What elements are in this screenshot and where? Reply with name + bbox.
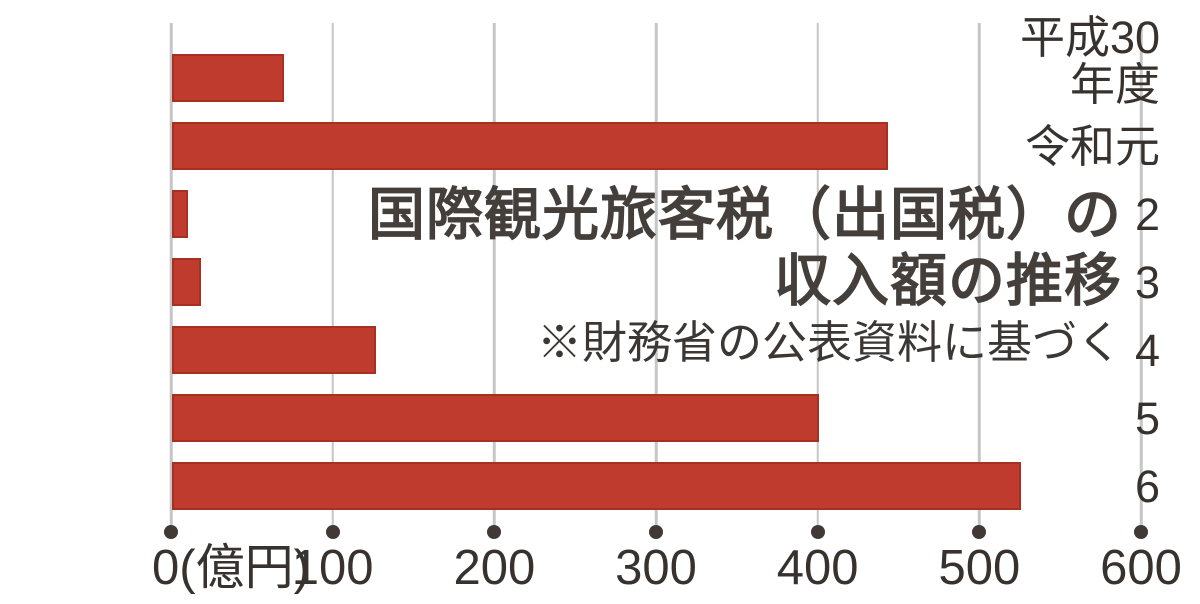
- chart-title-line2: 収入額の推移: [774, 249, 1122, 313]
- gridline-0: [169, 23, 173, 525]
- bar-2: [172, 190, 189, 238]
- y-category-label-4: 4: [1134, 324, 1160, 376]
- x-tick-label-0: 0(億円): [152, 541, 310, 595]
- bar-6: [172, 462, 1021, 510]
- chart-title-line1: 国際観光旅客税（出国税）の: [368, 183, 1122, 247]
- x-tick-label-500: 500: [938, 541, 1021, 595]
- bar-3: [172, 258, 202, 306]
- y-category-label-3: 3: [1134, 256, 1160, 308]
- bar-平成30年度: [172, 54, 284, 102]
- axis-tick-dot-500: [972, 525, 987, 539]
- y-category-label-2: 2: [1134, 188, 1160, 240]
- axis-tick-dot-600: [1134, 525, 1148, 539]
- y-category-label-6: 6: [1134, 460, 1160, 512]
- axis-tick-dot-200: [487, 525, 502, 539]
- x-tick-label-100: 100: [291, 541, 374, 595]
- chart-title: 国際観光旅客税（出国税）の 収入額の推移: [368, 182, 1122, 314]
- x-tick-label-600: 600: [1100, 541, 1182, 595]
- gridline-400: [816, 23, 819, 525]
- axis-tick-dot-400: [810, 525, 825, 539]
- gridline-200: [493, 23, 496, 525]
- x-tick-label-400: 400: [776, 541, 859, 595]
- x-tick-label-300: 300: [615, 541, 697, 595]
- gridline-500: [978, 23, 981, 525]
- bar-5: [172, 394, 819, 442]
- axis-tick-dot-300: [649, 525, 663, 539]
- axis-tick-dot-100: [325, 525, 340, 539]
- gridline-100: [331, 23, 334, 525]
- gridline-600: [1139, 23, 1143, 525]
- y-category-label-令和元: 令和元: [1024, 120, 1160, 172]
- y-category-label-平成30年度: 平成30 年度: [1019, 12, 1160, 110]
- gridline-300: [654, 23, 658, 525]
- chart-note: ※財務省の公表資料に基づく: [536, 318, 1122, 368]
- axis-tick-dot-0: [164, 525, 178, 539]
- bar-4: [172, 326, 376, 374]
- x-tick-label-200: 200: [453, 541, 536, 595]
- y-category-label-5: 5: [1134, 392, 1160, 444]
- bar-令和元: [172, 122, 889, 170]
